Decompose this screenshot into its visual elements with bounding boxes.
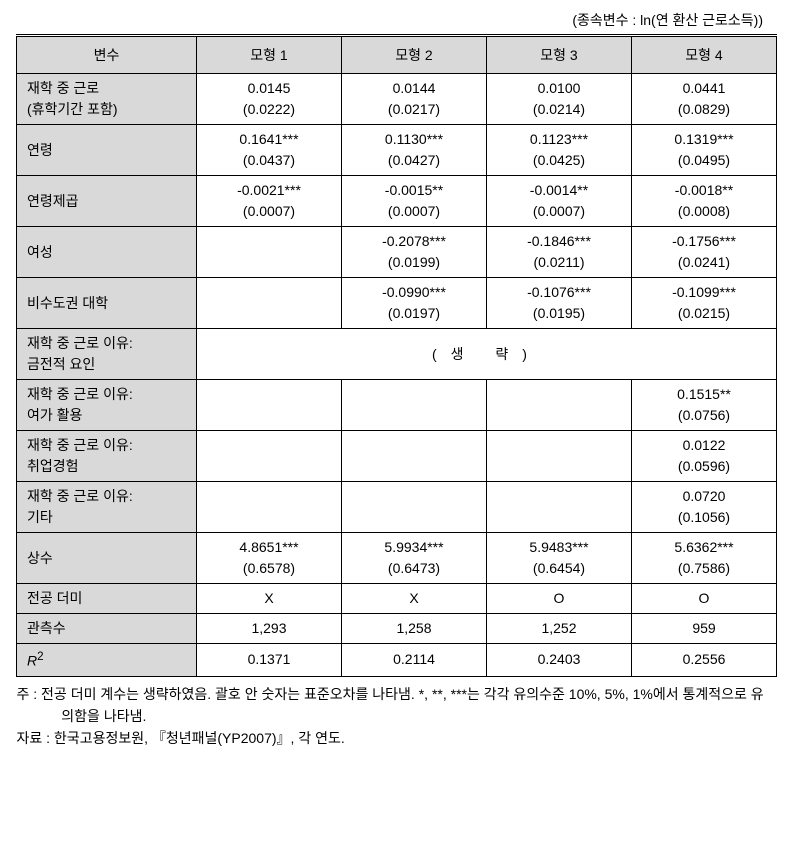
table-row: 재학 중 근로 이유:취업경험 0.0122(0.0596)	[17, 431, 777, 482]
cell-value: 5.9483***(0.6454)	[487, 533, 632, 584]
cell-value: -0.0014**(0.0007)	[487, 176, 632, 227]
cell-value: -0.0018**(0.0008)	[632, 176, 777, 227]
table-row: 연령 0.1641***(0.0437) 0.1130***(0.0427) 0…	[17, 125, 777, 176]
cell-value: 959	[632, 614, 777, 644]
var-label: 관측수	[17, 614, 197, 644]
table-notes: 주 : 전공 더미 계수는 생략하였음. 괄호 안 숫자는 표준오차를 나타냄.…	[17, 683, 777, 750]
cell-value: O	[487, 584, 632, 614]
cell-value: 0.0100(0.0214)	[487, 74, 632, 125]
table-row: 여성 -0.2078***(0.0199) -0.1846***(0.0211)…	[17, 227, 777, 278]
table-row: 재학 중 근로(휴학기간 포함) 0.0145(0.0222) 0.0144(0…	[17, 74, 777, 125]
cell-value	[197, 227, 342, 278]
cell-value: -0.1099***(0.0215)	[632, 278, 777, 329]
table-row: 상수 4.8651***(0.6578) 5.9934***(0.6473) 5…	[17, 533, 777, 584]
cell-value	[197, 278, 342, 329]
var-label: 연령제곱	[17, 176, 197, 227]
cell-value: X	[197, 584, 342, 614]
cell-value: 0.0122(0.0596)	[632, 431, 777, 482]
var-label: 상수	[17, 533, 197, 584]
header-model-3: 모형 3	[487, 36, 632, 74]
cell-value	[487, 482, 632, 533]
var-label: 비수도권 대학	[17, 278, 197, 329]
table-row: 연령제곱 -0.0021***(0.0007) -0.0015**(0.0007…	[17, 176, 777, 227]
header-model-1: 모형 1	[197, 36, 342, 74]
omitted-cell: (생 략)	[197, 329, 777, 380]
cell-value	[197, 380, 342, 431]
var-label: 재학 중 근로 이유:기타	[17, 482, 197, 533]
cell-value: 0.1319***(0.0495)	[632, 125, 777, 176]
var-label: 여성	[17, 227, 197, 278]
table-row: R2 0.1371 0.2114 0.2403 0.2556	[17, 644, 777, 677]
cell-value: 0.2114	[342, 644, 487, 677]
cell-value: 0.2556	[632, 644, 777, 677]
dependent-variable-caption: (종속변수 : ln(연 환산 근로소득))	[10, 10, 783, 30]
cell-value: 1,258	[342, 614, 487, 644]
cell-value: -0.1076***(0.0195)	[487, 278, 632, 329]
note-line-1: 주 : 전공 더미 계수는 생략하였음. 괄호 안 숫자는 표준오차를 나타냄.…	[17, 683, 777, 728]
var-label: 재학 중 근로 이유:여가 활용	[17, 380, 197, 431]
var-label: 재학 중 근로 이유:취업경험	[17, 431, 197, 482]
cell-value	[197, 431, 342, 482]
header-variable: 변수	[17, 36, 197, 74]
cell-value: 5.9934***(0.6473)	[342, 533, 487, 584]
table-row: 관측수 1,293 1,258 1,252 959	[17, 614, 777, 644]
cell-value: 0.0441(0.0829)	[632, 74, 777, 125]
cell-value	[342, 431, 487, 482]
var-label: 연령	[17, 125, 197, 176]
var-label-r2: R2	[17, 644, 197, 677]
cell-value: 1,252	[487, 614, 632, 644]
header-model-2: 모형 2	[342, 36, 487, 74]
note-line-2: 자료 : 한국고용정보원, 『청년패널(YP2007)』, 각 연도.	[17, 727, 777, 749]
cell-value: 5.6362***(0.7586)	[632, 533, 777, 584]
cell-value	[342, 482, 487, 533]
cell-value: 1,293	[197, 614, 342, 644]
header-model-4: 모형 4	[632, 36, 777, 74]
cell-value: -0.2078***(0.0199)	[342, 227, 487, 278]
cell-value: 0.1371	[197, 644, 342, 677]
cell-value: 0.0144(0.0217)	[342, 74, 487, 125]
cell-value: O	[632, 584, 777, 614]
cell-value: 0.1641***(0.0437)	[197, 125, 342, 176]
cell-value: 0.1123***(0.0425)	[487, 125, 632, 176]
table-row: 재학 중 근로 이유:기타 0.0720(0.1056)	[17, 482, 777, 533]
cell-value: 0.0145(0.0222)	[197, 74, 342, 125]
cell-value: 0.0720(0.1056)	[632, 482, 777, 533]
table-row: 전공 더미 X X O O	[17, 584, 777, 614]
cell-value: 4.8651***(0.6578)	[197, 533, 342, 584]
cell-value	[342, 380, 487, 431]
cell-value	[487, 431, 632, 482]
cell-value	[487, 380, 632, 431]
cell-value: -0.1846***(0.0211)	[487, 227, 632, 278]
var-label: 재학 중 근로 이유:금전적 요인	[17, 329, 197, 380]
cell-value: 0.2403	[487, 644, 632, 677]
cell-value: -0.0015**(0.0007)	[342, 176, 487, 227]
cell-value: X	[342, 584, 487, 614]
cell-value: -0.1756***(0.0241)	[632, 227, 777, 278]
cell-value: -0.0990***(0.0197)	[342, 278, 487, 329]
cell-value: 0.1515**(0.0756)	[632, 380, 777, 431]
cell-value: -0.0021***(0.0007)	[197, 176, 342, 227]
table-row: 비수도권 대학 -0.0990***(0.0197) -0.1076***(0.…	[17, 278, 777, 329]
table-row: 재학 중 근로 이유:여가 활용 0.1515**(0.0756)	[17, 380, 777, 431]
regression-table: 변수 모형 1 모형 2 모형 3 모형 4 재학 중 근로(휴학기간 포함) …	[16, 34, 777, 677]
table-row: 재학 중 근로 이유:금전적 요인 (생 략)	[17, 329, 777, 380]
var-label: 전공 더미	[17, 584, 197, 614]
cell-value: 0.1130***(0.0427)	[342, 125, 487, 176]
cell-value	[197, 482, 342, 533]
var-label: 재학 중 근로(휴학기간 포함)	[17, 74, 197, 125]
